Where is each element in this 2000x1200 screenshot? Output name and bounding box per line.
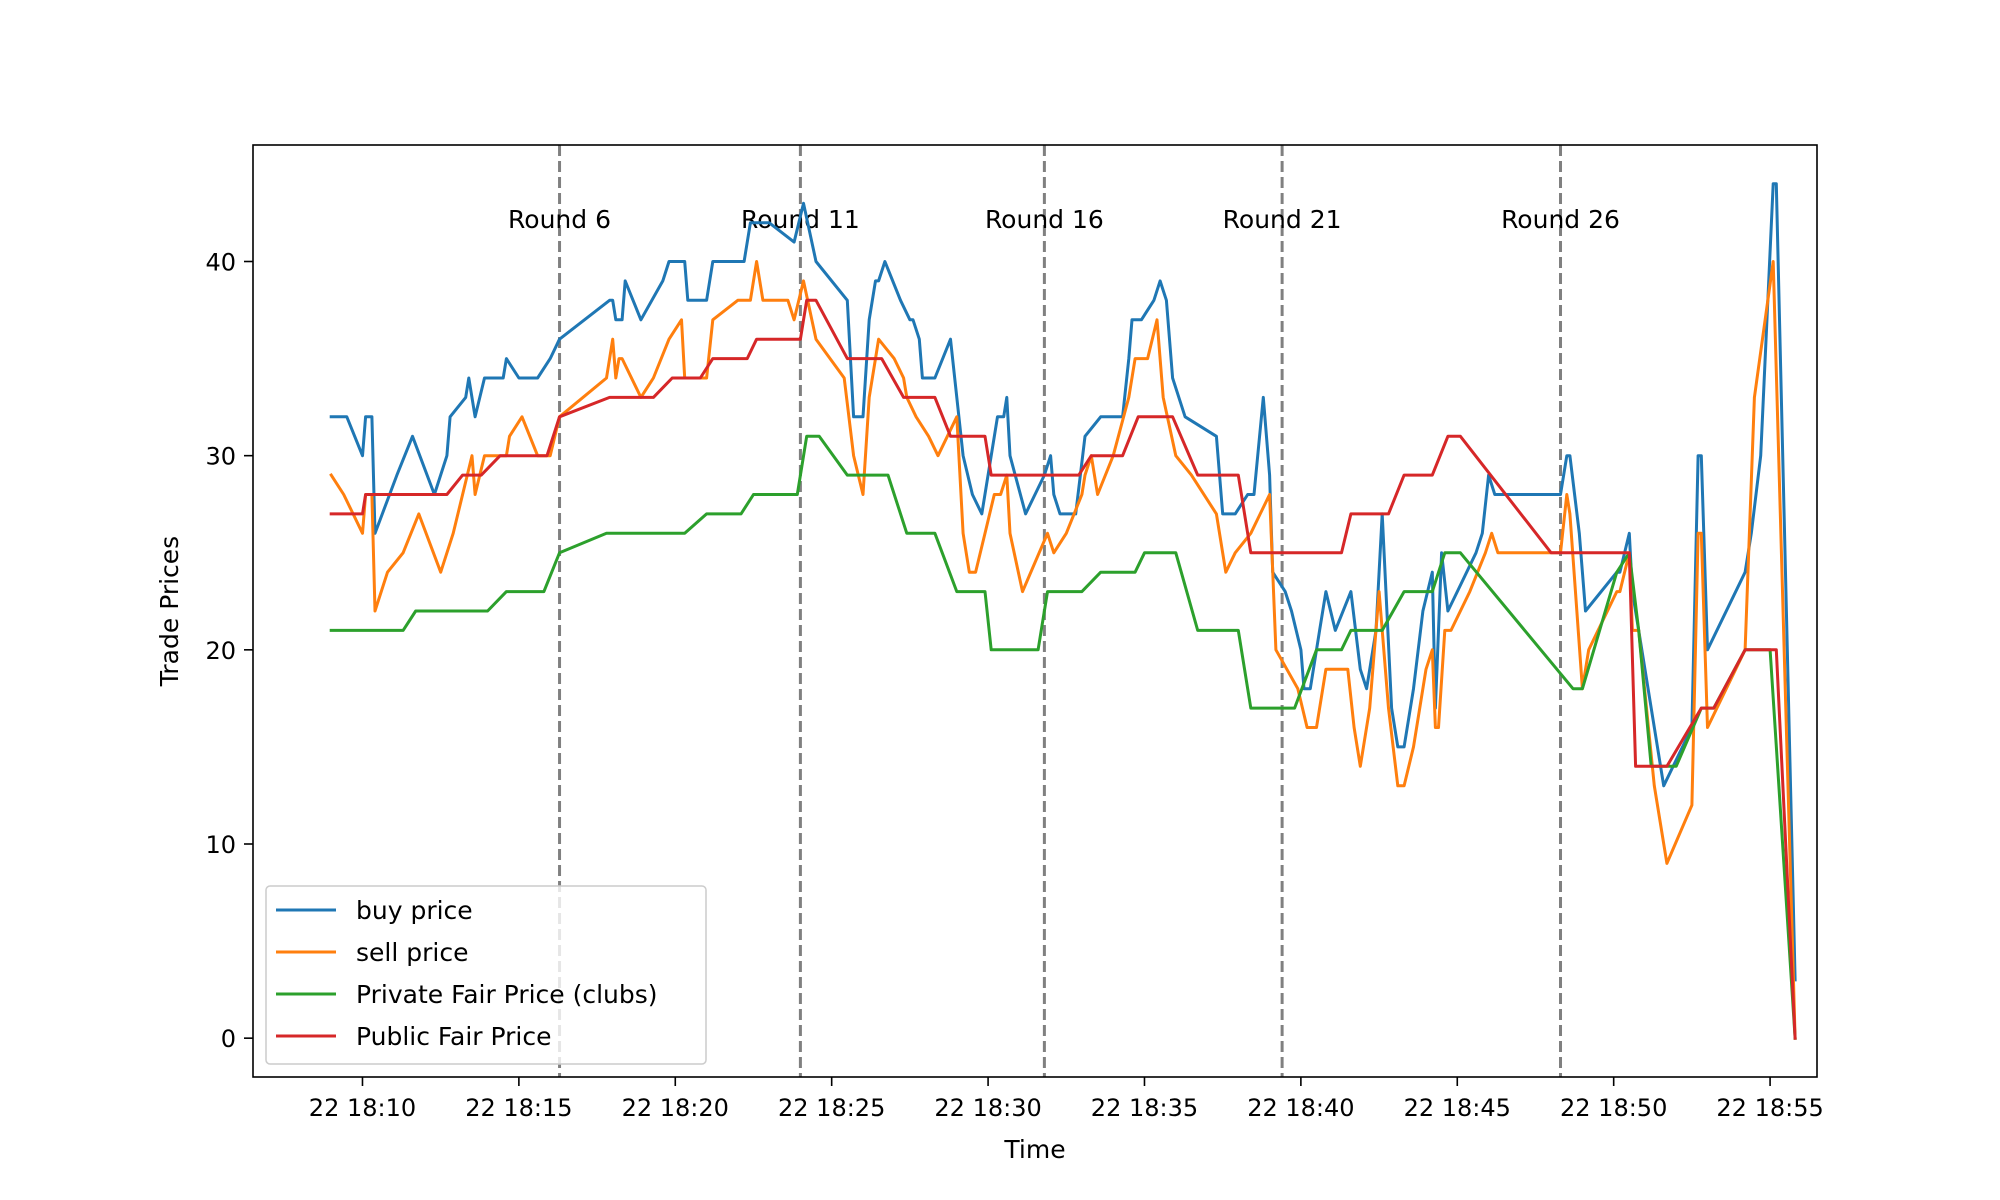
legend-label-public-fair-price: Public Fair Price: [356, 1022, 552, 1051]
x-tick-label: 22 18:30: [934, 1094, 1041, 1122]
y-axis: 0 10 20 30 40: [205, 249, 253, 1053]
series-line-private-fair-price-clubs: [329, 434, 1797, 1040]
x-tick-label: 22 18:55: [1716, 1094, 1823, 1122]
y-tick-label: 30: [205, 443, 236, 471]
x-tick-label: 22 18:40: [1247, 1094, 1354, 1122]
round-label-round-26: Round 26: [1501, 205, 1620, 234]
y-axis-title: Trade Prices: [155, 536, 184, 687]
series-lines: [329, 182, 1797, 1040]
legend: buy price sell price Private Fair Price (c…: [265, 885, 707, 1065]
round-label-round-21: Round 21: [1223, 205, 1342, 234]
round-label-round-6: Round 6: [508, 205, 611, 234]
legend-label-buy-price: buy price: [356, 896, 473, 925]
x-tick-label: 22 18:50: [1560, 1094, 1667, 1122]
x-tick-label: 22 18:20: [622, 1094, 729, 1122]
series-line-buy-price: [329, 182, 1797, 982]
y-tick-label: 20: [205, 637, 236, 665]
x-tick-label: 22 18:10: [309, 1094, 416, 1122]
x-axis-title: Time: [1003, 1135, 1065, 1164]
x-tick-label: 22 18:45: [1404, 1094, 1511, 1122]
y-tick-label: 40: [205, 249, 236, 277]
series-line-sell-price: [329, 260, 1797, 1040]
x-tick-label: 22 18:25: [778, 1094, 885, 1122]
x-tick-label: 22 18:35: [1091, 1094, 1198, 1122]
y-tick-label: 0: [221, 1025, 236, 1053]
round-markers: Round 6 Round 11 Round 16 Round 21 Round 26: [508, 145, 1620, 1077]
x-tick-label: 22 18:15: [465, 1094, 572, 1122]
legend-label-sell-price: sell price: [356, 938, 468, 967]
legend-label-private-fair-price-clubs: Private Fair Price (clubs): [356, 980, 658, 1009]
legend-box: [265, 885, 707, 1065]
series-line-public-fair-price: [329, 298, 1797, 1040]
y-tick-label: 10: [205, 831, 236, 859]
round-label-round-16: Round 16: [985, 205, 1104, 234]
x-axis: 22 18:10 22 18:15 22 18:20 22 18:25 22 18:30…: [309, 1077, 1824, 1122]
plot-frame: [252, 144, 1818, 1078]
